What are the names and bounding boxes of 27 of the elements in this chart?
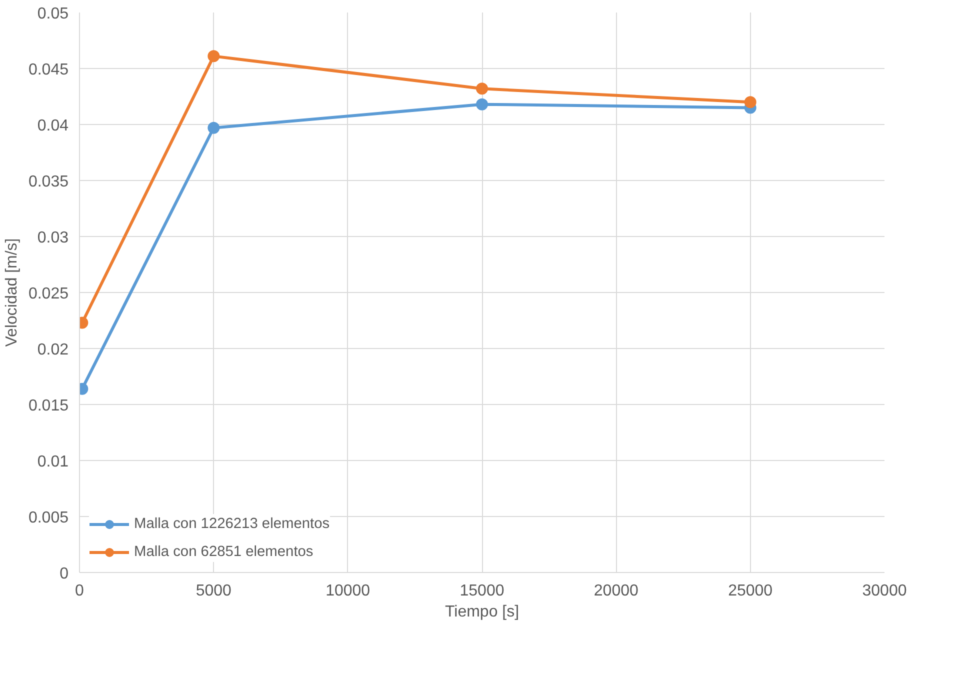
x-tick-label: 10000 xyxy=(326,582,370,600)
y-tick-label: 0.005 xyxy=(28,510,69,526)
y-tick-label: 0.05 xyxy=(37,6,69,22)
x-tick-label: 0 xyxy=(75,582,84,600)
y-tick-label: 0.02 xyxy=(37,342,69,358)
point xyxy=(208,122,220,134)
y-tick-label: 0.045 xyxy=(28,62,69,78)
point xyxy=(476,98,488,110)
x-tick-label: 25000 xyxy=(728,582,773,600)
y-tick-label: 0.025 xyxy=(28,286,69,302)
legend-label: Malla con 1226213 elementos xyxy=(134,516,330,532)
point xyxy=(476,82,488,95)
y-tick-label: 0.03 xyxy=(37,230,69,246)
y-axis-title: Velocidad [m/s] xyxy=(3,238,20,347)
y-tick-label: 0.01 xyxy=(37,454,69,470)
y-tick-label: 0.015 xyxy=(28,398,69,414)
y-tick-label: 0 xyxy=(60,566,69,582)
point xyxy=(744,96,756,108)
y-tick-label: 0.04 xyxy=(37,118,69,134)
x-axis-title: Tiempo [s] xyxy=(444,604,520,620)
legend-label: Malla con 62851 elementos xyxy=(134,544,314,560)
x-tick-label: 5000 xyxy=(196,582,232,600)
y-tick-label: 0.035 xyxy=(28,174,69,190)
x-tick-label: 20000 xyxy=(594,582,639,600)
point xyxy=(208,50,220,62)
x-tick-label: 30000 xyxy=(862,582,907,600)
x-tick-label: 15000 xyxy=(460,582,504,600)
